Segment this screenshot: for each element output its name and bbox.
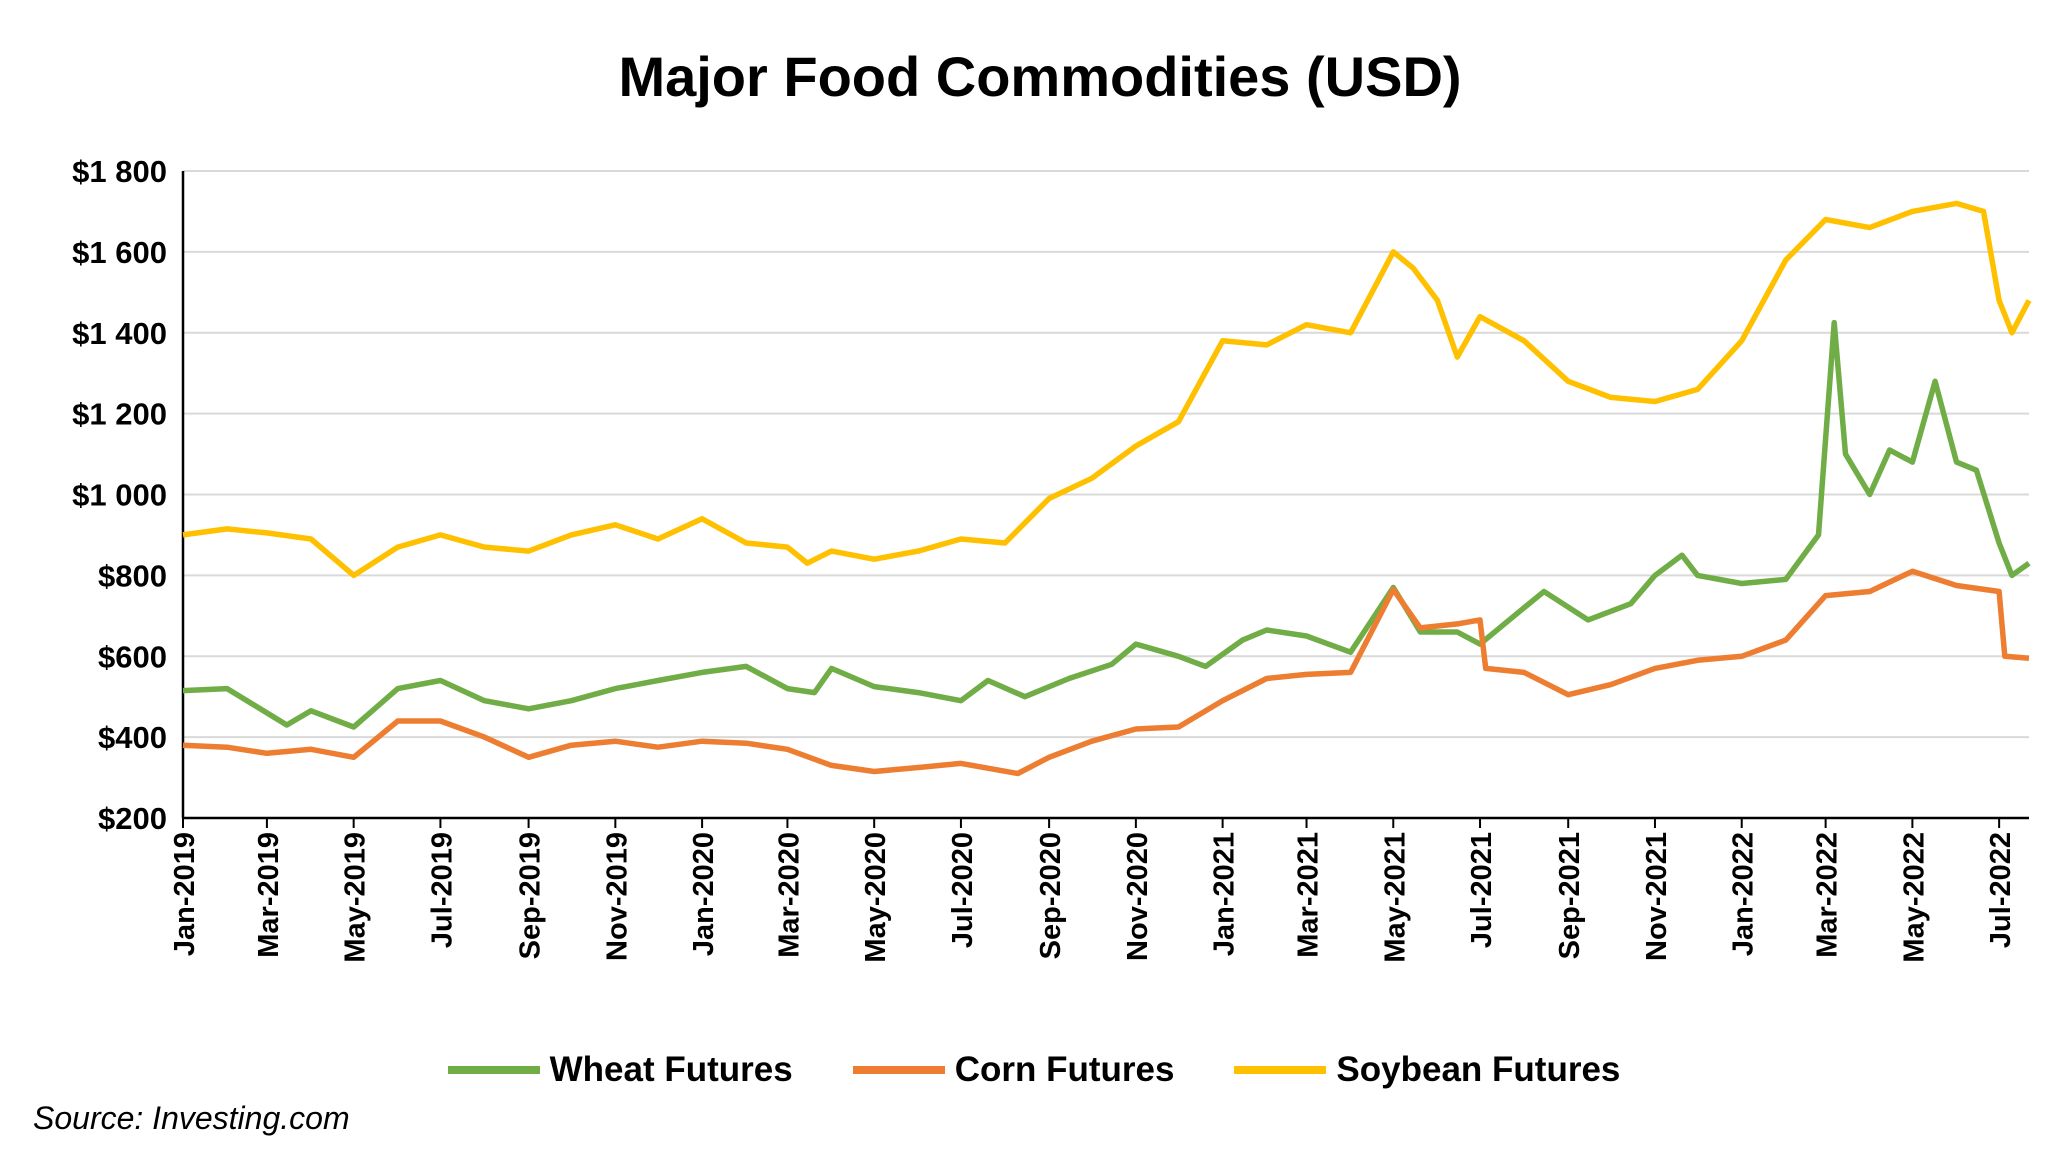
x-tick-label: Jul-2019 bbox=[426, 832, 458, 948]
x-tick-label: Jul-2020 bbox=[947, 832, 979, 948]
x-tick-label: May-2021 bbox=[1379, 832, 1411, 963]
x-tick-label: Mar-2019 bbox=[253, 832, 285, 958]
x-tick-label: Sep-2021 bbox=[1554, 832, 1586, 959]
legend-item-corn: Corn Futures bbox=[852, 1050, 1175, 1090]
y-tick-label: $600 bbox=[98, 639, 167, 674]
x-tick-label: Jul-2022 bbox=[1985, 832, 2017, 948]
x-tick-label: Nov-2020 bbox=[1122, 832, 1154, 961]
x-tick-label: Sep-2019 bbox=[515, 832, 547, 959]
x-tick-label: Jan-2022 bbox=[1728, 832, 1760, 956]
chart-title: Major Food Commodities (USD) bbox=[618, 45, 1462, 108]
x-tick-label: Nov-2021 bbox=[1641, 832, 1673, 961]
legend-swatch-corn bbox=[852, 1066, 945, 1074]
y-tick-label: $200 bbox=[98, 801, 167, 836]
y-tick-label: $1 000 bbox=[72, 478, 167, 513]
legend-label-soybean: Soybean Futures bbox=[1336, 1050, 1621, 1089]
x-tick-label: Jan-2020 bbox=[688, 832, 720, 956]
series-line-corn-futures bbox=[182, 568, 2030, 777]
y-tick-label: $400 bbox=[98, 720, 167, 755]
x-tick-label: May-2022 bbox=[1898, 832, 1930, 963]
legend: Wheat Futures Corn Futures Soybean Futur… bbox=[0, 1050, 2068, 1090]
y-tick-label: $800 bbox=[98, 558, 167, 593]
x-tick-label: Jan-2019 bbox=[169, 832, 201, 956]
x-tick-label: May-2019 bbox=[340, 832, 372, 963]
series-line-wheat-futures bbox=[182, 319, 2031, 730]
legend-label-wheat: Wheat Futures bbox=[549, 1050, 793, 1089]
y-tick-label: $1 600 bbox=[72, 235, 167, 270]
x-tick-label: Mar-2022 bbox=[1812, 832, 1844, 958]
y-tick-label: $1 800 bbox=[72, 154, 167, 189]
x-tick-label: May-2020 bbox=[860, 832, 892, 963]
x-tick-label: Jul-2021 bbox=[1466, 832, 1498, 948]
legend-swatch-soybean bbox=[1234, 1066, 1327, 1074]
x-tick-label: Nov-2019 bbox=[601, 832, 633, 961]
x-tick-label: Jan-2021 bbox=[1209, 832, 1241, 956]
x-tick-label: Mar-2020 bbox=[773, 832, 805, 958]
legend-label-corn: Corn Futures bbox=[954, 1050, 1175, 1089]
legend-item-soybean: Soybean Futures bbox=[1234, 1050, 1620, 1090]
series-line-soybean-futures bbox=[182, 200, 2032, 579]
y-tick-label: $1 200 bbox=[72, 397, 167, 432]
legend-item-wheat: Wheat Futures bbox=[447, 1050, 793, 1090]
source-note: Source: Investing.com bbox=[33, 1100, 350, 1136]
y-tick-label: $1 400 bbox=[72, 316, 167, 351]
x-tick-label: Sep-2020 bbox=[1035, 832, 1067, 959]
legend-swatch-wheat bbox=[447, 1066, 540, 1074]
x-tick-label: Mar-2021 bbox=[1293, 832, 1325, 958]
